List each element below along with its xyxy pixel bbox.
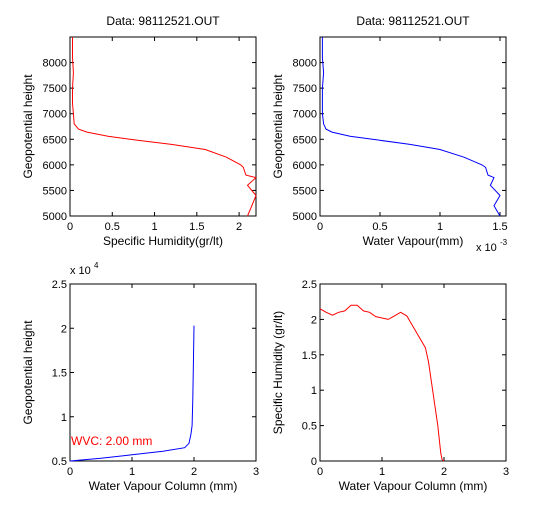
x-tick-label: 0: [317, 221, 323, 233]
y-axis-label: Specific Humidity (gr/lt): [271, 311, 285, 434]
x-axis-label: Specific Humidity(gr/lt): [103, 234, 223, 248]
y-axis-label: Geopotential height: [21, 320, 35, 425]
x-axis-label: Water Vapour Column (mm): [339, 479, 488, 493]
y-tick-label: 8000: [293, 58, 317, 70]
plot-frame: [69, 36, 257, 217]
x-tick-label: 0.5: [372, 221, 387, 233]
y-tick-label: 7500: [43, 83, 67, 95]
y-tick-label: 0.5: [302, 421, 317, 433]
x-axis-label: Water Vapour Column (mm): [89, 479, 238, 493]
y-tick-label: 8000: [43, 58, 67, 70]
plot-frame: [319, 283, 507, 462]
series-line: [321, 37, 501, 217]
y-tick-label: 5000: [293, 211, 317, 223]
y-tick-label: 6000: [293, 160, 317, 172]
y-tick-label: 1: [311, 385, 317, 397]
x-tick-label: 1: [151, 221, 157, 233]
wvc-annotation: WVC: 2.00 mm: [71, 434, 152, 448]
x-tick-label: 0.5: [105, 221, 120, 233]
x-tick-label: 1: [437, 221, 443, 233]
y-tick-label: 1.5: [52, 368, 67, 380]
y-tick-label: 2.5: [302, 279, 317, 291]
series-line: [69, 325, 195, 462]
chart-panel-4: 0 1 2 3 0 0.5 1 1.5 2 2.5 Water Vapour Column (mm)…: [271, 279, 509, 493]
plot-frame: [69, 283, 257, 462]
y-tick-label: 6500: [43, 134, 67, 146]
y-axis-multiplier: x 10: [70, 265, 91, 277]
y-tick-label: 2.5: [52, 279, 67, 291]
y-tick-label: 0: [311, 456, 317, 468]
x-tick-label: 1.5: [492, 221, 507, 233]
y-tick-label: 7000: [43, 109, 67, 121]
y-tick-label: 7500: [293, 83, 317, 95]
y-tick-label: 1: [61, 412, 67, 424]
x-axis-exponent: -3: [500, 238, 508, 247]
series-line: [72, 37, 258, 217]
x-tick-label: 1: [379, 466, 385, 478]
x-tick-label: 1: [129, 466, 135, 478]
x-tick-label: 3: [253, 466, 259, 478]
plot-frame: [319, 36, 507, 217]
y-tick-label: 7000: [293, 109, 317, 121]
series-line: [319, 304, 445, 462]
x-tick-label: 0: [317, 466, 323, 478]
x-tick-label: 0: [67, 466, 73, 478]
y-tick-label: 2: [61, 323, 67, 335]
x-axis-label: Water Vapour(mm): [363, 234, 464, 248]
x-tick-label: 2: [191, 466, 197, 478]
y-axis-label: Geopotential height: [21, 74, 35, 179]
y-tick-label: 6000: [43, 160, 67, 172]
y-tick-label: 6500: [293, 134, 317, 146]
chart-panel-1: 0 0.5 1 1.5 2 5000 5500 6000 6500 7000 7500 8000 Dat…: [21, 14, 258, 248]
x-tick-label: 0: [67, 221, 73, 233]
chart-panel-2: 0 0.5 1 1.5 5000 5500 6000 6500 7000 7500 8000 Data…: [271, 14, 508, 254]
y-tick-label: 5500: [293, 185, 317, 197]
chart-title: Data: 98112521.OUT: [106, 14, 220, 28]
y-axis-label: Geopotential height: [271, 74, 285, 179]
y-axis-exponent: 4: [94, 261, 99, 270]
x-tick-label: 2: [236, 221, 242, 233]
x-axis-multiplier: x 10: [476, 242, 497, 254]
y-tick-label: 5500: [43, 185, 67, 197]
y-tick-label: 1.5: [302, 350, 317, 362]
chart-title: Data: 98112521.OUT: [356, 14, 470, 28]
chart-panel-3: 0 1 2 3 0.5 1 1.5 2 2.5 Water Vapour Column (mm) G…: [21, 261, 259, 493]
y-tick-label: 2: [311, 314, 317, 326]
x-tick-label: 1.5: [189, 221, 204, 233]
y-tick-label: 5000: [43, 211, 67, 223]
x-tick-label: 3: [503, 466, 509, 478]
x-tick-label: 2: [441, 466, 447, 478]
y-tick-label: 0.5: [52, 456, 67, 468]
